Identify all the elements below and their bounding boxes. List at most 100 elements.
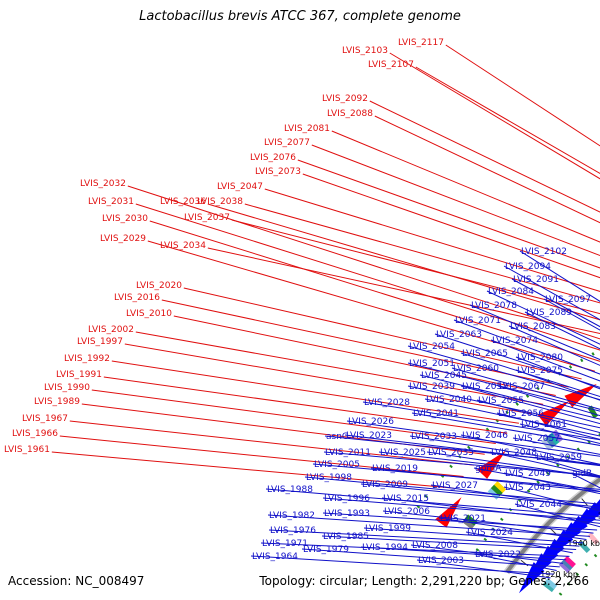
reverse-gene-label: LVIS_2074 bbox=[492, 336, 538, 346]
forward-gene-label: LVIS_1967 bbox=[22, 414, 68, 424]
scale-tick bbox=[581, 498, 588, 506]
forward-gene-label: LVIS_2034 bbox=[160, 241, 206, 251]
forward-gene-label: LVIS_2016 bbox=[114, 293, 160, 303]
reverse-leader-line bbox=[260, 542, 570, 557]
reverse-gene-label: LVIS_2025 bbox=[380, 448, 426, 458]
reverse-leader-line bbox=[489, 451, 600, 477]
reverse-leader-line bbox=[424, 398, 600, 437]
reverse-leader-line bbox=[543, 298, 600, 331]
forward-gene-label: LVIS_2092 bbox=[322, 94, 368, 104]
forward-leader-line bbox=[264, 188, 600, 292]
forward-leader-line bbox=[135, 203, 600, 351]
forward-leader-line bbox=[173, 315, 556, 397]
forward-gene-label: LVIS_2031 bbox=[88, 197, 134, 207]
forward-leader-line bbox=[445, 44, 600, 147]
scale-tick-label: 1960 kbp bbox=[598, 512, 600, 521]
cog-block bbox=[542, 580, 555, 593]
reverse-leader-line bbox=[416, 559, 551, 579]
forward-gene-label: LVIS_2107 bbox=[368, 60, 414, 70]
forward-leader-line bbox=[91, 389, 496, 445]
reverse-leader-line bbox=[322, 497, 600, 521]
reverse-leader-line bbox=[321, 535, 577, 550]
reverse-leader-line bbox=[469, 304, 600, 361]
forward-leader-line bbox=[389, 52, 600, 180]
reverse-leader-line bbox=[426, 451, 600, 479]
forward-leader-line bbox=[244, 203, 600, 304]
reverse-leader-line bbox=[465, 531, 573, 554]
reverse-gene-label: LVIS_2048 bbox=[491, 448, 537, 458]
reverse-gene-label: LVIS_2022 bbox=[475, 550, 521, 560]
reverse-gene-label: asnC bbox=[326, 432, 348, 442]
forward-leader-line bbox=[147, 240, 596, 372]
reverse-leader-line bbox=[267, 514, 590, 537]
reverse-gene-label: LVIS_2091 bbox=[513, 275, 559, 285]
reverse-gene-label: LVIS_2055 bbox=[478, 396, 524, 406]
forward-gene-label: LVIS_1992 bbox=[64, 354, 110, 364]
forward-gene-label: LVIS_2117 bbox=[398, 38, 444, 48]
reverse-gene-label: LVIS_1985 bbox=[323, 532, 369, 542]
reverse-leader-line bbox=[515, 369, 600, 401]
reverse-leader-line bbox=[486, 290, 600, 345]
cog-block bbox=[494, 481, 507, 494]
reverse-leader-line bbox=[503, 486, 600, 512]
reverse-leader-line bbox=[407, 385, 600, 429]
reverse-leader-line bbox=[519, 250, 600, 302]
forward-gene-label: LVIS_2029 bbox=[100, 234, 146, 244]
forward-leader-line bbox=[207, 203, 600, 321]
forward-leader-line bbox=[183, 287, 582, 380]
reverse-leader-line bbox=[323, 451, 600, 477]
reverse-gene-label: LVIS_1976 bbox=[270, 526, 316, 536]
cog-block bbox=[558, 561, 572, 573]
reverse-gene-label: LVIS_2094 bbox=[505, 262, 551, 272]
forward-gene-label: LVIS_2076 bbox=[250, 153, 296, 163]
reverse-gene-label: LVIS_2021 bbox=[440, 514, 486, 524]
forward-gene-label: LVIS_1990 bbox=[44, 383, 90, 393]
forward-gene-label: LVIS_1991 bbox=[56, 370, 102, 380]
reverse-leader-line bbox=[453, 319, 600, 375]
reverse-gene-label: LVIS_2060 bbox=[453, 364, 499, 374]
forward-gene-label: LVIS_1989 bbox=[34, 397, 80, 407]
reverse-leader-line bbox=[508, 325, 600, 366]
reverse-gene-label: LVIS_2059 bbox=[536, 453, 582, 463]
reverse-gene-label: LVIS_2075 bbox=[517, 366, 563, 376]
reverse-gene-label: LVIS_2024 bbox=[467, 528, 513, 538]
reverse-gene-label: LVIS_2067 bbox=[499, 382, 545, 392]
forward-leader-line bbox=[127, 185, 600, 340]
cog-block bbox=[563, 555, 576, 568]
reverse-gene-label: LVIS_2097 bbox=[545, 295, 591, 305]
reverse-leader-line bbox=[301, 548, 560, 568]
forward-leader-line bbox=[111, 360, 519, 424]
figure-title: Lactobacillus brevis ATCC 367, complete … bbox=[139, 9, 461, 24]
forward-leader-line bbox=[149, 220, 600, 362]
reverse-leader-line bbox=[519, 423, 600, 445]
forward-leader-line bbox=[415, 66, 600, 175]
reverse-gene bbox=[589, 503, 600, 516]
reverse-leader-line bbox=[524, 311, 600, 350]
reverse-gene-label: LVIS_2033 bbox=[411, 432, 457, 442]
forward-leader-line bbox=[69, 420, 475, 466]
cog-block bbox=[587, 532, 600, 545]
reverse-leader-line bbox=[438, 517, 587, 541]
reverse-gene-label: LVIS_2026 bbox=[348, 417, 394, 427]
reverse-leader-line bbox=[434, 333, 600, 388]
reverse-leader-line bbox=[503, 265, 600, 321]
reverse-leader-line bbox=[362, 401, 600, 441]
reverse-gene-label: LVIS_2040 bbox=[426, 395, 472, 405]
reverse-leader-line bbox=[265, 488, 600, 518]
reverse-leader-line bbox=[360, 546, 567, 561]
reverse-cog-track bbox=[542, 532, 600, 593]
reverse-gene-label: LVIS_2008 bbox=[412, 541, 458, 551]
reverse-leader-line bbox=[419, 374, 600, 420]
forward-gene-label: LVIS_2077 bbox=[264, 138, 310, 148]
reverse-gene-label: LVIS_1993 bbox=[324, 509, 370, 519]
reverse-gene-label: LVIS_2078 bbox=[471, 301, 517, 311]
forward-leader-line bbox=[135, 331, 544, 405]
forward-gene-label: LVIS_2002 bbox=[88, 325, 134, 335]
reverse-gene-label: LVIS_2049 bbox=[505, 469, 551, 479]
reverse-gene-label: LVIS_1979 bbox=[303, 545, 349, 555]
reverse-gene-label: gidB bbox=[572, 469, 592, 479]
cog-block bbox=[490, 484, 504, 497]
reverse-gene-label: LVIS_2039 bbox=[409, 382, 455, 392]
